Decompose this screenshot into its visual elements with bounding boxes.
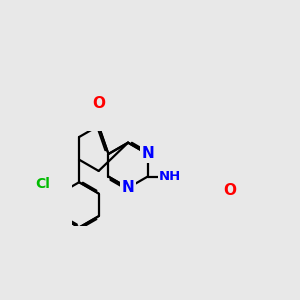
Text: NH: NH <box>159 170 181 183</box>
Text: O: O <box>92 96 105 111</box>
Text: O: O <box>224 182 236 197</box>
Text: N: N <box>122 180 134 195</box>
Text: N: N <box>141 146 154 161</box>
Text: Cl: Cl <box>35 177 50 191</box>
